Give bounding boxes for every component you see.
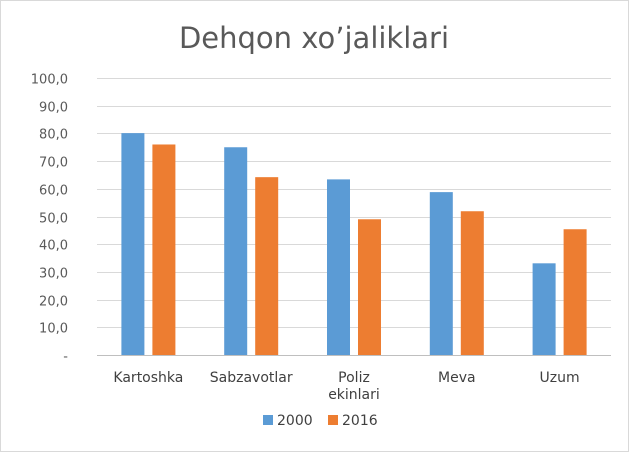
legend-swatch-2016 <box>328 415 338 425</box>
legend-label-2016: 2016 <box>342 413 378 429</box>
y-tick-label: 90,0 <box>39 101 68 116</box>
bars <box>121 133 587 355</box>
bar-2016 <box>563 229 587 355</box>
bar-2000 <box>429 192 453 355</box>
y-axis-ticks: - 10,0 20,0 30,0 40,0 50,0 60,0 70,0 80,0 90,0 100… <box>31 73 69 365</box>
x-tick-label: Kartoshka <box>113 370 183 386</box>
bar-2016 <box>152 144 176 355</box>
y-tick-label: 30,0 <box>39 267 68 282</box>
bar-2000 <box>327 179 350 355</box>
y-tick-label: 40,0 <box>39 239 68 254</box>
y-tick-label: 50,0 <box>39 212 68 227</box>
legend-swatch-2000 <box>263 415 273 425</box>
bar-2016 <box>255 177 279 355</box>
gridlines <box>97 78 611 356</box>
bar-2000 <box>224 147 248 355</box>
y-tick-label: 80,0 <box>39 128 68 143</box>
x-axis-ticks: Kartoshka Sabzavotlar Poliz ekinlari Meva Uzu… <box>113 370 579 403</box>
y-tick-label: 20,0 <box>39 295 68 310</box>
x-tick-label: Poliz ekinlari <box>328 370 380 403</box>
x-tick-label: Uzum <box>540 370 580 386</box>
y-tick-label: - <box>63 350 68 365</box>
y-tick-label: 70,0 <box>39 156 68 171</box>
legend: 2000 2016 <box>263 413 378 429</box>
chart-title: Dehqon xo’jaliklari <box>179 21 449 55</box>
bar-2000 <box>532 263 556 355</box>
y-tick-label: 100,0 <box>31 73 68 88</box>
y-tick-label: 60,0 <box>39 184 68 199</box>
bar-2000 <box>121 133 145 355</box>
x-tick-label: Sabzavotlar <box>210 370 293 386</box>
legend-label-2000: 2000 <box>277 413 313 429</box>
y-tick-label: 10,0 <box>39 322 68 337</box>
x-tick-label: Meva <box>438 370 476 386</box>
bar-2016 <box>460 211 484 355</box>
bar-2016 <box>358 219 381 355</box>
